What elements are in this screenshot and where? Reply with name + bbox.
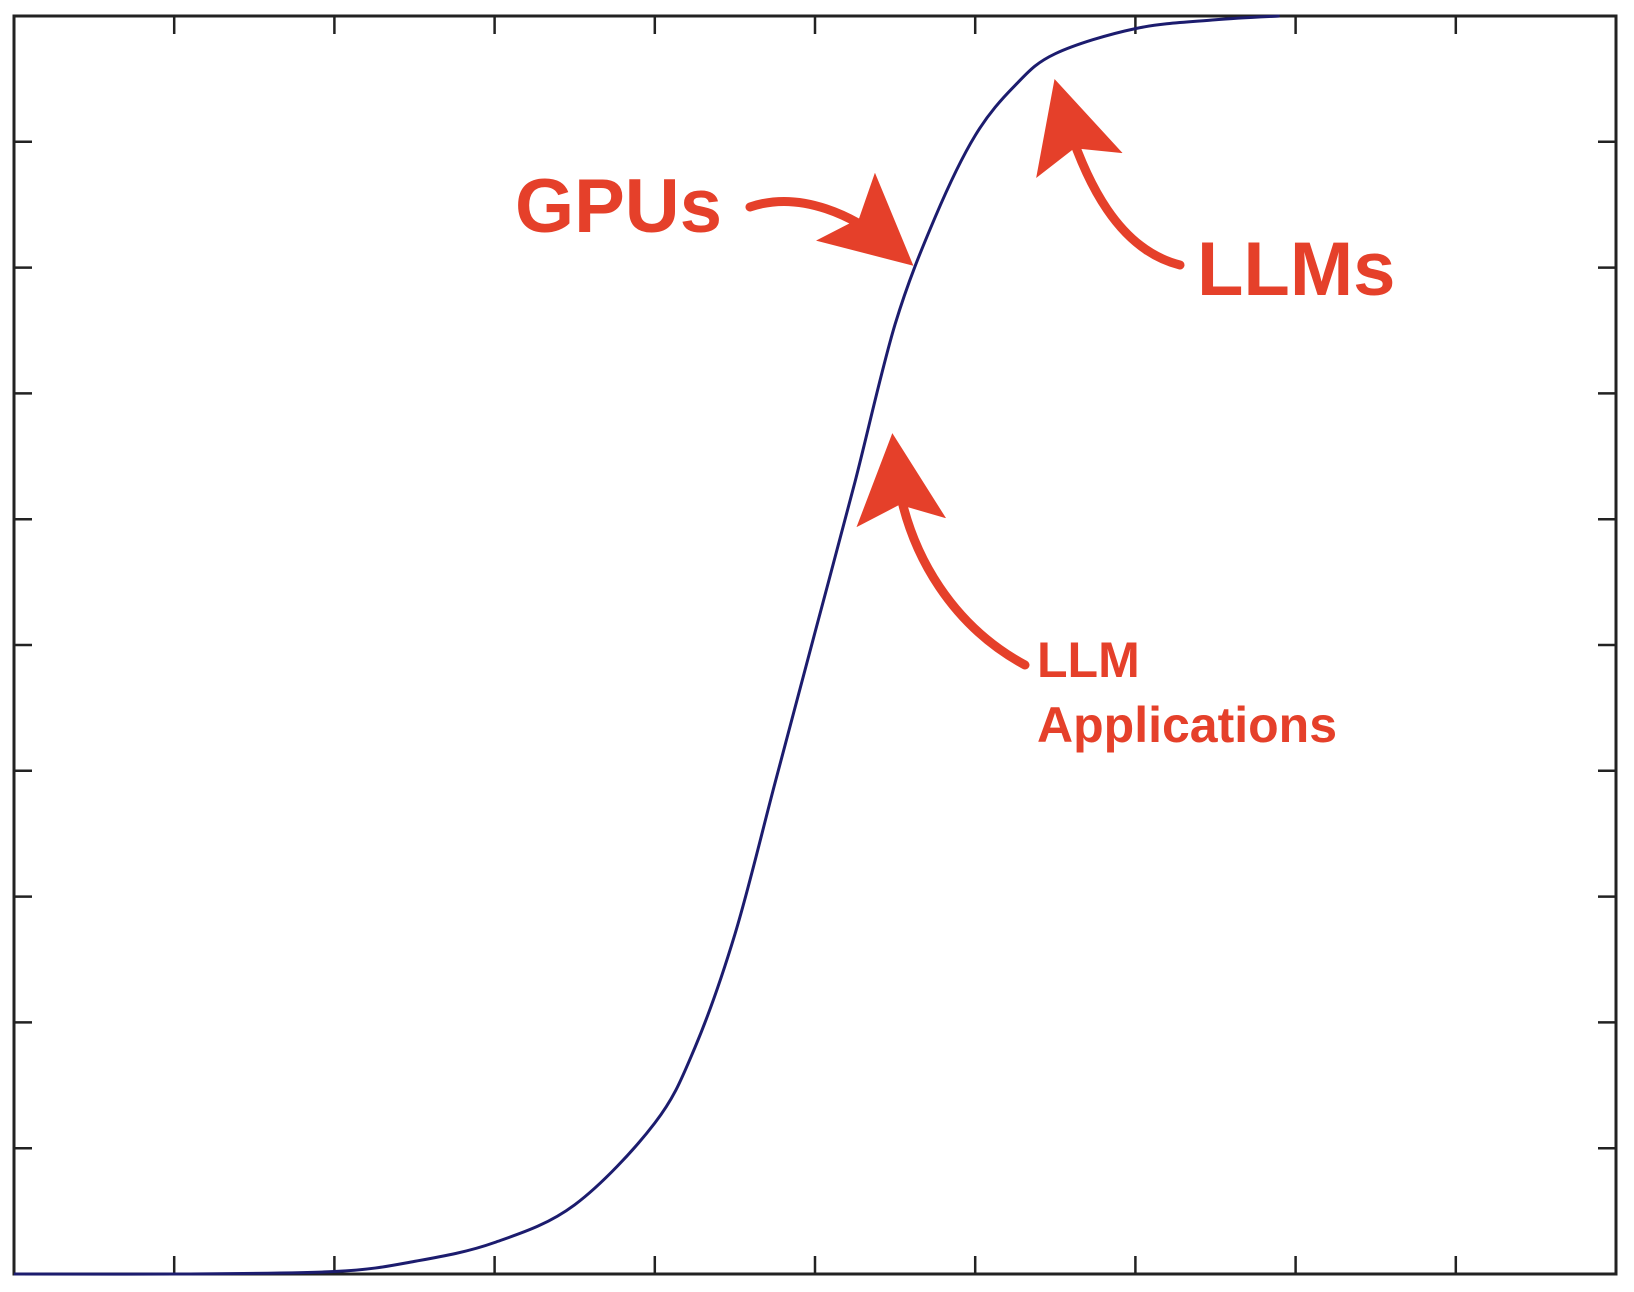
annotation-llm-applications-line2: Applications: [1037, 697, 1337, 753]
annotation-llms-arrow: [1036, 79, 1185, 270]
annotation-llms: LLMs: [1036, 79, 1395, 312]
annotation-gpus-arrow: [745, 172, 914, 266]
ticks: [14, 16, 1616, 1274]
annotation-gpus-label: GPUs: [515, 164, 722, 249]
annotation-llms-label: LLMs: [1197, 227, 1395, 312]
annotation-gpus: GPUs: [515, 164, 914, 266]
annotation-llm-applications-line1: LLM: [1037, 632, 1140, 688]
annotation-llm-applications-arrow: [856, 433, 1030, 670]
annotation-llm-applications: LLM Applications: [856, 433, 1337, 753]
s-curve-line: [13, 14, 1280, 1276]
